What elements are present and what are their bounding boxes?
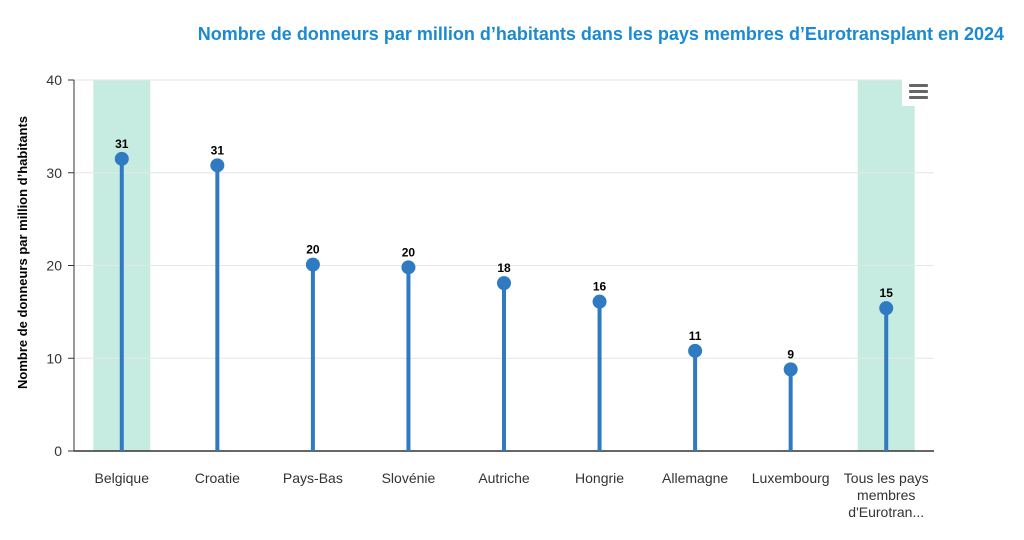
y-tick-label: 10 <box>46 350 62 366</box>
chart-title: Nombre de donneurs par million d’habitan… <box>197 24 1004 44</box>
lollipop-point <box>783 362 798 377</box>
data-label: 20 <box>402 245 416 259</box>
y-tick-label: 0 <box>54 443 62 459</box>
lollipop-point <box>592 294 607 309</box>
lollipop-point <box>210 158 225 173</box>
x-category-label: Croatie <box>195 470 240 486</box>
lollipop-point <box>879 301 894 316</box>
lollipop-point <box>688 343 703 358</box>
x-category-label: Luxembourg <box>752 470 830 486</box>
lollipop-point <box>401 260 416 275</box>
chart-menu-button[interactable] <box>902 78 934 106</box>
lollipop-point <box>497 276 511 291</box>
data-label: 16 <box>593 280 607 294</box>
y-axis-label: Nombre de donneurs par million d’habitan… <box>15 116 30 389</box>
data-label: 11 <box>689 329 702 343</box>
data-label: 31 <box>115 137 129 151</box>
data-label: 9 <box>787 347 794 361</box>
x-category-label: Pays-Bas <box>283 470 343 486</box>
data-label: 18 <box>497 261 511 275</box>
y-tick-label: 40 <box>46 72 62 88</box>
x-category-label: Slovénie <box>382 470 436 486</box>
x-category-label: Allemagne <box>662 470 728 486</box>
y-tick-label: 30 <box>46 165 62 181</box>
data-label: 31 <box>211 143 225 157</box>
data-label: 15 <box>880 286 894 300</box>
y-tick-label: 20 <box>46 258 62 274</box>
lollipop-point <box>114 151 129 166</box>
lollipop-point <box>305 257 320 272</box>
x-category-label: Belgique <box>95 470 150 486</box>
x-category-label: Autriche <box>478 470 530 486</box>
data-label: 20 <box>306 243 320 257</box>
x-category-label: Tous les pays membres d'Eurotran... <box>844 470 929 520</box>
x-category-label: Hongrie <box>575 470 624 486</box>
